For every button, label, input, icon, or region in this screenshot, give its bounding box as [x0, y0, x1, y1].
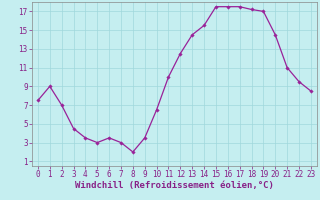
X-axis label: Windchill (Refroidissement éolien,°C): Windchill (Refroidissement éolien,°C) [75, 181, 274, 190]
